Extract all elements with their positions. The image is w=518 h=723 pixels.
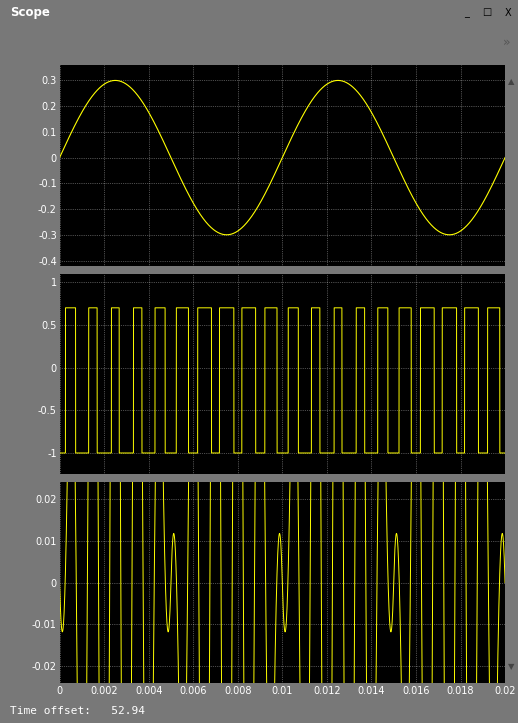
Text: Scope: Scope [10, 6, 50, 19]
Text: »: » [502, 36, 510, 49]
Text: Time offset:   52.94: Time offset: 52.94 [10, 706, 146, 716]
Text: ▼: ▼ [508, 662, 515, 671]
Text: ▲: ▲ [508, 77, 515, 86]
Text: □: □ [482, 7, 492, 17]
Text: X: X [505, 7, 511, 17]
Text: _: _ [464, 7, 469, 17]
